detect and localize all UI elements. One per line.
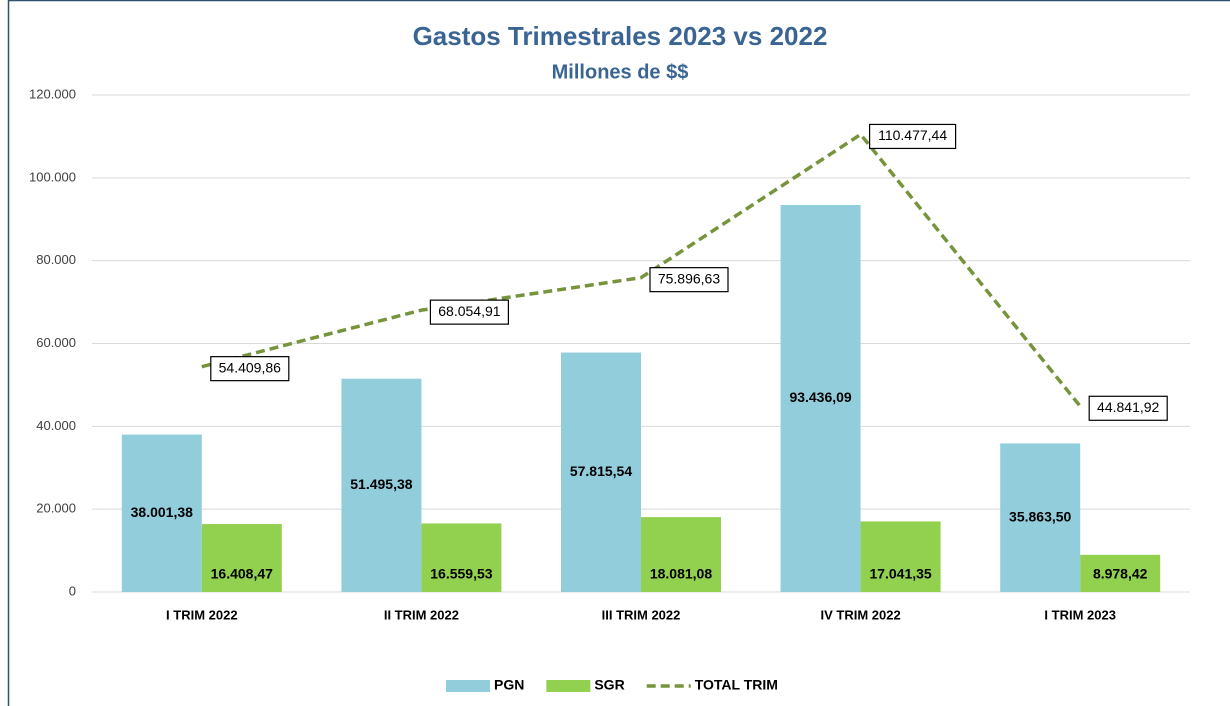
line-label: 110.477,44 (878, 127, 947, 143)
bar-label: 16.559,53 (430, 566, 492, 582)
bar-label: 18.081,08 (650, 566, 712, 582)
bar (641, 517, 721, 592)
legend-label: SGR (594, 677, 624, 693)
bar-label: 8.978,42 (1093, 566, 1148, 582)
legend-label: PGN (494, 677, 524, 693)
bar (1000, 443, 1081, 592)
label-box (210, 356, 290, 382)
legend-swatch (446, 680, 490, 692)
line-label: 68.054,91 (438, 303, 500, 319)
bar (1080, 554, 1161, 592)
legend-label: TOTAL TRIM (695, 677, 778, 693)
x-tick-label: I TRIM 2023 (1044, 607, 1116, 622)
y-tick-label: 120.000 (29, 86, 76, 101)
chart-subtitle: Millones de $$ (552, 61, 689, 83)
y-tick-label: 100.000 (29, 169, 76, 184)
legend-swatch (546, 680, 591, 692)
y-tick-label: 40.000 (36, 418, 76, 433)
bar-label: 17.041,35 (869, 566, 931, 582)
bar-label: 93.436,09 (789, 389, 851, 405)
y-tick-label: 0 (69, 583, 76, 598)
bar (421, 523, 502, 592)
bar (561, 352, 641, 592)
bar (121, 434, 202, 592)
line-label: 75.896,63 (658, 270, 720, 286)
bar (860, 521, 941, 592)
bar (341, 378, 422, 592)
label-box (1088, 395, 1168, 421)
label-box (649, 267, 729, 293)
y-tick-label: 20.000 (36, 501, 76, 516)
label-box (868, 123, 957, 150)
line-label: 44.841,92 (1097, 399, 1159, 415)
bar (201, 524, 282, 592)
x-tick-label: I TRIM 2022 (166, 607, 238, 622)
x-tick-label: III TRIM 2022 (602, 607, 681, 622)
y-tick-label: 60.000 (36, 335, 76, 350)
bar-label: 35.863,50 (1009, 508, 1071, 524)
bar-label: 38.001,38 (131, 504, 193, 520)
chart-title: Gastos Trimestrales 2023 vs 2022 (413, 21, 828, 51)
x-tick-label: II TRIM 2022 (384, 607, 459, 622)
x-tick-label: IV TRIM 2022 (820, 607, 900, 622)
y-tick-label: 80.000 (36, 252, 76, 267)
label-box (429, 299, 509, 325)
line-label: 54.409,86 (219, 359, 281, 375)
bar-label: 57.815,54 (570, 463, 632, 479)
bar-label: 16.408,47 (211, 566, 273, 582)
bar-label: 51.495,38 (350, 476, 412, 492)
bar (780, 205, 861, 592)
line (201, 132, 1082, 408)
